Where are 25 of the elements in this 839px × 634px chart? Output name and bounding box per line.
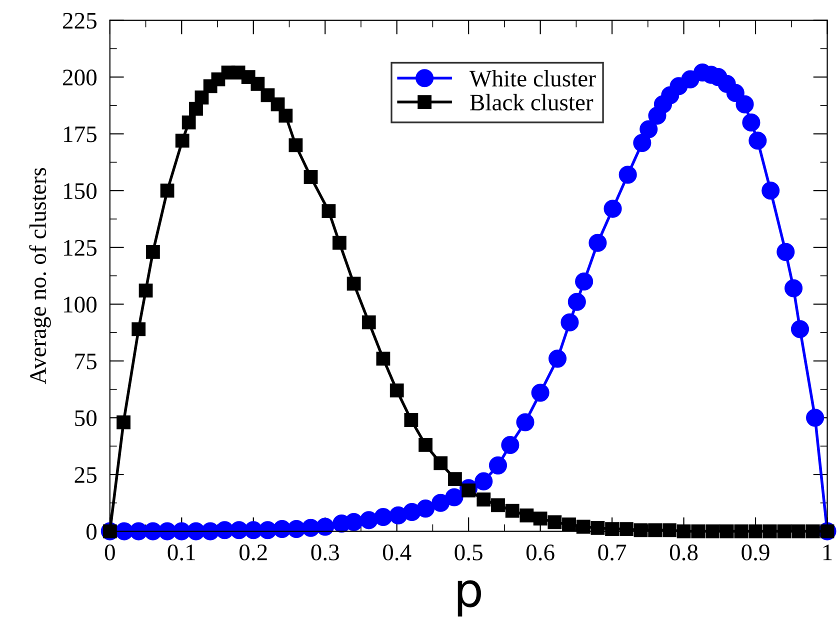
- x-tick-label: 0.5: [454, 544, 482, 561]
- x-axis-title: p: [458, 580, 481, 616]
- y-tick-label: 225: [63, 12, 96, 29]
- y-tick-label: 75: [75, 354, 96, 370]
- x-tick-label: 1: [823, 544, 832, 560]
- x-tick-label: 0.1: [168, 544, 195, 561]
- x-tick-label: 0.9: [742, 544, 770, 561]
- x-tick-label: 0.3: [311, 544, 339, 561]
- y-tick-label: 0: [86, 524, 97, 540]
- x-tick-label: 0.6: [526, 544, 554, 561]
- y-tick-label: 50: [75, 410, 97, 426]
- x-tick-label: 0.2: [240, 544, 267, 561]
- y-tick-label: 100: [64, 296, 97, 313]
- y-tick-label: 25: [74, 467, 96, 483]
- y-tick-label: 150: [64, 183, 97, 200]
- y-tick-label: 175: [64, 126, 96, 142]
- x-tick-label: 0.7: [598, 544, 626, 561]
- y-tick-label: 200: [63, 70, 97, 86]
- x-tick-label: 0: [104, 544, 115, 560]
- legend-label: White cluster: [469, 70, 596, 87]
- y-tick-label: 125: [64, 240, 96, 256]
- y-axis-title: Average no. of clusters: [29, 168, 51, 384]
- x-tick-label: 0.4: [382, 544, 412, 561]
- legend-label: Black cluster: [470, 94, 594, 111]
- x-tick-label: 0.8: [670, 544, 698, 561]
